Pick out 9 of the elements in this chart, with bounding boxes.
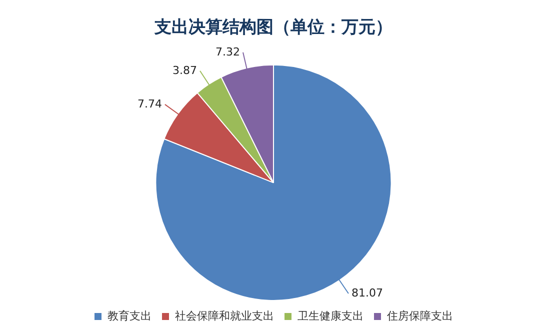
data-label: 3.87 — [172, 64, 198, 77]
legend-label: 卫生健康支出 — [298, 309, 364, 322]
legend-label: 社会保障和就业支出 — [175, 309, 274, 322]
data-label: 81.07 — [351, 286, 383, 300]
data-label: 7.74 — [137, 97, 162, 110]
data-label: 7.32 — [216, 45, 240, 58]
legend-label: 教育支出 — [108, 309, 152, 322]
legend-label: 住房保障支出 — [387, 309, 453, 322]
chart-title: 支出决算结构图（单位：万元） — [154, 18, 392, 38]
